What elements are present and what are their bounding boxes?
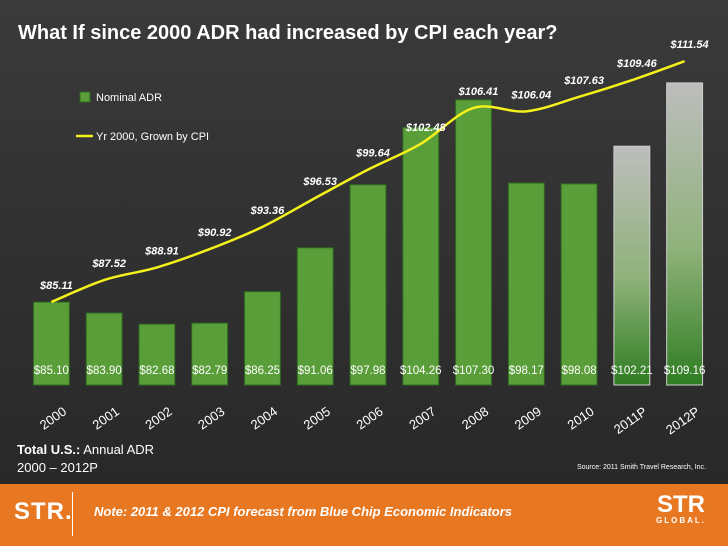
- bar-2000: [32, 301, 70, 386]
- line-label-2007: $102.48: [405, 122, 447, 134]
- adr-chart: $85.10 $83.90 $82.68 $82.79 $86.25 $91.06 $97.…: [32, 39, 709, 438]
- legend-label-nominal-adr: Nominal ADR: [96, 92, 162, 104]
- bar-label-2003: $82.79: [192, 365, 227, 377]
- bar-label-2001: $83.90: [87, 365, 122, 377]
- bar-label-2005: $91.06: [298, 365, 333, 377]
- bar-label-2012P: $109.16: [664, 365, 706, 377]
- footer-caption: Total U.S.: Annual ADR 2000 – 2012P: [17, 441, 154, 477]
- line-label-2004: $93.36: [250, 205, 286, 217]
- str-global-logo: STR GLOBAL.: [656, 491, 706, 526]
- bar-2006: [349, 184, 387, 386]
- x-tick-2007: 2007: [406, 404, 438, 433]
- line-label-2010: $107.63: [563, 75, 604, 87]
- line-label-2005: $96.53: [302, 176, 337, 188]
- x-tick-2003: 2003: [195, 404, 227, 433]
- footer-subtitle: Annual ADR: [80, 442, 155, 457]
- bar-2003: [191, 322, 229, 386]
- cpi-note: Note: 2011 & 2012 CPI forecast from Blue…: [94, 504, 513, 519]
- bar-2010: [560, 183, 598, 386]
- x-tick-2011P: 2011P: [611, 404, 650, 437]
- line-label-2002: $88.91: [144, 245, 179, 257]
- legend-swatch-nominal-adr: [79, 91, 91, 103]
- x-tick-2009: 2009: [512, 404, 544, 433]
- bar-label-2002: $82.68: [139, 365, 174, 377]
- line-label-2012P: $111.54: [670, 39, 709, 51]
- x-tick-2008: 2008: [459, 404, 491, 433]
- footer-years: 2000 – 2012P: [17, 460, 98, 475]
- bar-2005: [296, 247, 334, 386]
- bar-label-2010: $98.08: [561, 365, 596, 377]
- str-global-logo-text: STR: [657, 491, 705, 518]
- bar-2001: [85, 312, 123, 386]
- footer-region: Total U.S.:: [17, 442, 81, 457]
- x-tick-2002: 2002: [142, 404, 174, 433]
- bar-2011P: [613, 145, 651, 386]
- x-tick-2010: 2010: [565, 404, 597, 433]
- x-tick-2005: 2005: [301, 404, 333, 433]
- bar-2007: [402, 127, 440, 386]
- line-label-2001: $87.52: [91, 258, 126, 270]
- line-label-2008: $106.41: [458, 86, 499, 98]
- source-note: Source: 2011 Smith Travel Research, Inc.: [576, 464, 706, 471]
- str-global-logo-sub: GLOBAL.: [656, 516, 706, 525]
- str-logo-left: STR.: [14, 498, 73, 525]
- line-label-2006: $99.64: [355, 148, 390, 160]
- cpi-line: [50, 60, 686, 304]
- x-tick-2001: 2001: [90, 404, 122, 433]
- bar-2004: [244, 291, 281, 386]
- bar-2009: [507, 182, 545, 386]
- bar-label-2011P: $102.21: [611, 365, 653, 377]
- logo-divider: [72, 492, 73, 536]
- x-tick-2000: 2000: [37, 404, 69, 433]
- line-label-2009: $106.04: [510, 89, 551, 101]
- x-tick-2012P: 2012P: [663, 404, 702, 438]
- legend-label-cpi-line: Yr 2000, Grown by CPI: [96, 131, 209, 143]
- line-label-2011P: $109.46: [616, 58, 658, 70]
- x-tick-2006: 2006: [353, 404, 385, 433]
- bar-2012P: [666, 82, 704, 386]
- bar-2002: [138, 323, 176, 386]
- bar-2008: [455, 99, 492, 386]
- bar-label-2000: $85.10: [34, 365, 69, 377]
- chart-title: What If since 2000 ADR had increased by …: [18, 22, 558, 44]
- x-tick-2004: 2004: [248, 404, 280, 433]
- bar-label-2004: $86.25: [245, 365, 280, 377]
- bar-label-2007: $104.26: [400, 365, 442, 377]
- legend: Nominal ADR Yr 2000, Grown by CPI: [76, 91, 209, 143]
- bar-label-2008: $107.30: [453, 365, 495, 377]
- line-label-2003: $90.92: [197, 227, 232, 239]
- bar-label-2009: $98.17: [509, 365, 544, 377]
- bottom-bar: [0, 484, 728, 546]
- line-label-2000: $85.11: [39, 280, 73, 292]
- bar-label-2006: $97.98: [350, 365, 385, 377]
